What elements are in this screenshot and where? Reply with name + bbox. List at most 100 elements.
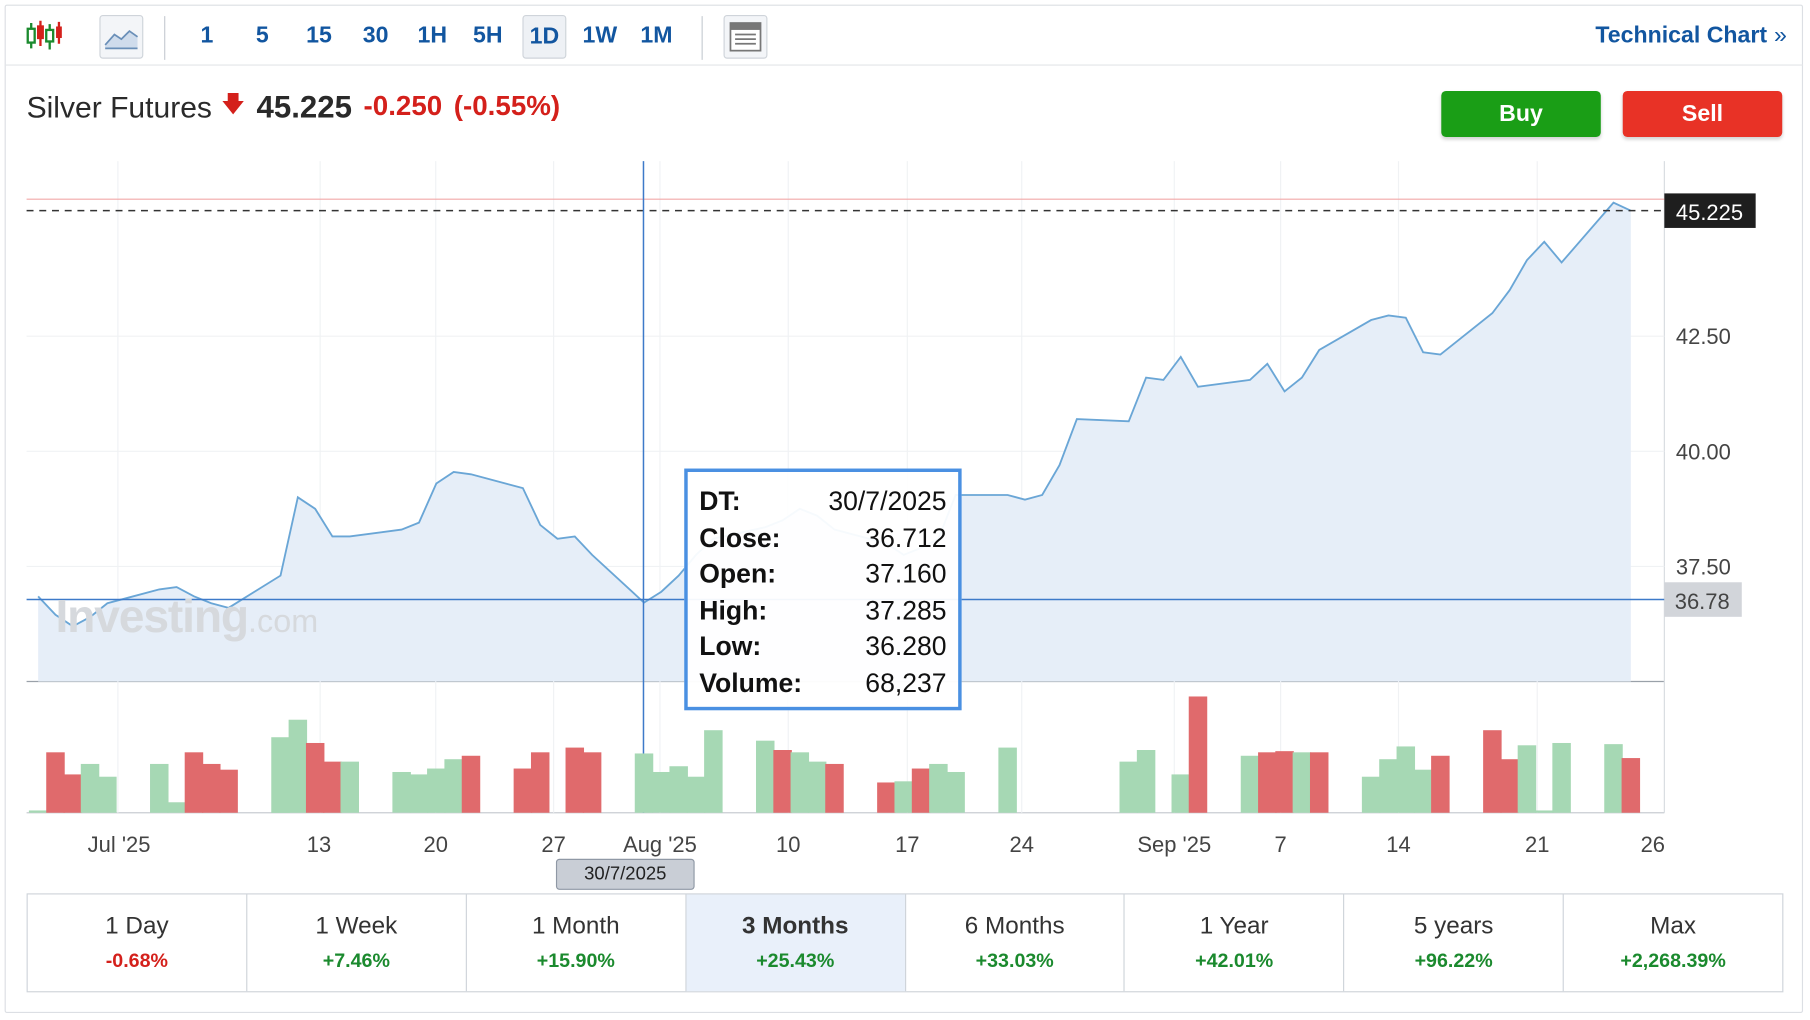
period-1-year[interactable]: 1 Year +42.01% — [1125, 894, 1345, 992]
volume-bar — [184, 752, 204, 813]
price-area — [38, 202, 1631, 682]
tooltip-row: Open: 37.160 — [699, 556, 946, 592]
x-tick-label: 10 — [776, 832, 800, 857]
tooltip-key: Volume: — [699, 667, 803, 698]
volume-bar — [652, 771, 671, 813]
period-1-week[interactable]: 1 Week +7.46% — [247, 894, 467, 992]
tooltip-row: Close: 36.712 — [699, 520, 946, 556]
watermark-suffix: .com — [248, 603, 319, 639]
candlestick-chart-icon[interactable] — [23, 15, 65, 56]
volume-bar — [513, 768, 533, 813]
tooltip-row: High: 37.285 — [699, 592, 946, 628]
volume-bar — [807, 761, 827, 813]
volume-bar — [790, 752, 810, 813]
timeframe-1w[interactable]: 1W — [582, 22, 618, 48]
y-tick-label: 37.50 — [1676, 554, 1731, 579]
table-view-icon[interactable] — [723, 14, 768, 59]
period-change: +25.43% — [756, 949, 835, 972]
x-tick-label: 20 — [424, 832, 448, 857]
arrow-down-icon: 🡇 — [221, 92, 245, 118]
volume-bar — [1500, 759, 1519, 813]
x-tick-label: 13 — [307, 832, 331, 857]
period-1-month[interactable]: 1 Month +15.90% — [467, 894, 687, 992]
volume-bar — [340, 761, 359, 813]
tooltip-value: 68,237 — [865, 667, 947, 698]
x-tick-label: 27 — [541, 832, 565, 857]
watermark-brand: Investing — [55, 591, 249, 643]
last-price: 45.225 — [256, 89, 352, 124]
volume-bar — [219, 769, 238, 813]
timeframe-5[interactable]: 5 — [255, 22, 269, 48]
period-3-months[interactable]: 3 Months +25.43% — [686, 894, 906, 992]
volume-bar — [1483, 730, 1502, 813]
timeframe-30[interactable]: 30 — [362, 22, 389, 48]
period-1-day[interactable]: 1 Day -0.68% — [28, 894, 248, 992]
period-label: 6 Months — [964, 912, 1065, 940]
tooltip-value: 37.160 — [865, 558, 947, 589]
volume-bar — [202, 763, 221, 813]
tooltip-row: Volume: 68,237 — [699, 665, 946, 701]
tooltip-value: 36.712 — [865, 522, 947, 553]
x-tick-label: 7 — [1275, 832, 1287, 857]
period-6-months[interactable]: 6 Months +33.03% — [906, 894, 1126, 992]
tooltip-row: DT: 30/7/2025 — [699, 484, 946, 520]
widget-frame — [4, 4, 1804, 1014]
y-tick-label: 42.50 — [1676, 324, 1731, 349]
period-5-years[interactable]: 5 years +96.22% — [1344, 894, 1564, 992]
buy-button[interactable]: Buy — [1441, 90, 1601, 137]
last-price-badge — [1664, 193, 1756, 228]
period-change: +2,268.39% — [1620, 949, 1726, 972]
volume-bar — [686, 776, 706, 813]
x-tick-label: 21 — [1525, 832, 1549, 857]
period-label: 3 Months — [741, 912, 849, 940]
crosshair-price-badge — [1664, 582, 1742, 617]
volume-bar — [1552, 742, 1571, 813]
tooltip-key: High: — [699, 594, 768, 625]
volume-bar — [63, 774, 83, 813]
x-tick-label: Sep '25 — [1137, 832, 1211, 857]
volume-bar — [825, 763, 844, 813]
volume-bar — [946, 771, 965, 813]
toolbar-divider — [164, 16, 166, 60]
period-label: 1 Month — [531, 912, 620, 940]
timeframe-1h[interactable]: 1H — [417, 22, 448, 48]
crosshair-date-label: 30/7/2025 — [555, 858, 695, 890]
y-tick-label: 40.00 — [1676, 439, 1731, 464]
volume-bar — [1604, 744, 1623, 813]
area-chart-icon[interactable] — [99, 14, 144, 59]
volume-bar — [1621, 758, 1641, 813]
volume-bar — [150, 763, 169, 813]
volume-bar — [929, 763, 948, 813]
tooltip-value: 37.285 — [865, 594, 947, 625]
technical-chart-label: Technical Chart — [1595, 23, 1768, 49]
volume-bar — [1171, 774, 1191, 813]
period-change: +33.03% — [975, 949, 1054, 972]
volume-bar — [704, 730, 723, 813]
volume-bar — [1413, 769, 1433, 813]
volume-bar — [1188, 696, 1208, 813]
timeframe-1d[interactable]: 1D — [522, 14, 567, 59]
volume-bar — [634, 753, 654, 813]
price-chart[interactable]: 37.50 40.00 42.50 45.225 36.78 Jul '25 13 20 27 A… — [0, 150, 1810, 898]
period-change: +42.01% — [1195, 949, 1274, 972]
timeframe-1[interactable]: 1 — [200, 22, 214, 48]
volume-bar — [1431, 755, 1450, 813]
technical-chart-link[interactable]: Technical Chart» — [1595, 23, 1787, 49]
timeframe-5h[interactable]: 5H — [472, 22, 503, 48]
volume-bar — [894, 781, 913, 813]
period-label: Max — [1650, 912, 1697, 940]
volume-bar — [288, 719, 308, 813]
volume-bar — [271, 737, 290, 813]
volume-bar — [1136, 750, 1156, 813]
sell-button[interactable]: Sell — [1622, 90, 1783, 137]
chart-toolbar: 1 5 15 30 1H 5H 1D 1W 1M Technical Chart» — [4, 5, 1804, 66]
volume-bar — [1258, 752, 1277, 813]
volume-bar — [305, 742, 325, 813]
tooltip-key: Low: — [699, 630, 762, 661]
volume-bar — [323, 761, 342, 813]
timeframe-1m[interactable]: 1M — [640, 22, 673, 48]
price-change: -0.250 — [363, 90, 443, 123]
period-max[interactable]: Max +2,268.39% — [1564, 894, 1782, 991]
timeframe-15[interactable]: 15 — [306, 22, 332, 48]
